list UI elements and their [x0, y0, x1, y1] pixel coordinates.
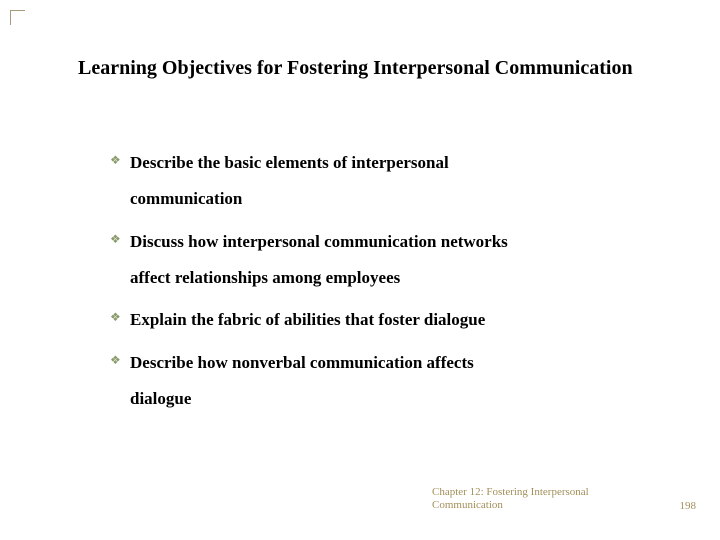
bullet-continuation: affect relationships among employees: [130, 265, 720, 291]
footer-chapter-label: Chapter 12: Fostering Interpersonal Comm…: [432, 486, 632, 512]
list-item: ❖ Discuss how interpersonal communicatio…: [110, 229, 720, 292]
list-item: ❖ Explain the fabric of abilities that f…: [110, 307, 720, 333]
diamond-bullet-icon: ❖: [110, 311, 121, 323]
bullet-lead: Explain: [130, 310, 187, 329]
list-item: ❖ Describe the basic elements of interpe…: [110, 150, 720, 213]
slide: Learning Objectives for Fostering Interp…: [0, 0, 720, 540]
footer-page-number: 198: [680, 500, 697, 512]
corner-decoration: [10, 10, 30, 30]
bullet-rest: the fabric of abilities that foster dial…: [187, 310, 486, 329]
bullet-rest: how interpersonal communication networks: [184, 232, 508, 251]
bullet-lead: Describe: [130, 353, 193, 372]
slide-footer: Chapter 12: Fostering Interpersonal Comm…: [0, 472, 720, 512]
diamond-bullet-icon: ❖: [110, 154, 121, 166]
bullet-continuation: communication: [130, 186, 720, 212]
bullet-list: ❖ Describe the basic elements of interpe…: [110, 150, 720, 428]
bullet-lead: Describe: [130, 153, 193, 172]
diamond-bullet-icon: ❖: [110, 233, 121, 245]
diamond-bullet-icon: ❖: [110, 354, 121, 366]
bullet-continuation: dialogue: [130, 386, 720, 412]
bullet-rest: how nonverbal communication affects: [193, 353, 473, 372]
bullet-rest: the basic elements of interpersonal: [193, 153, 448, 172]
bullet-lead: Discuss: [130, 232, 184, 251]
slide-title: Learning Objectives for Fostering Interp…: [78, 56, 680, 81]
list-item: ❖ Describe how nonverbal communication a…: [110, 350, 720, 413]
